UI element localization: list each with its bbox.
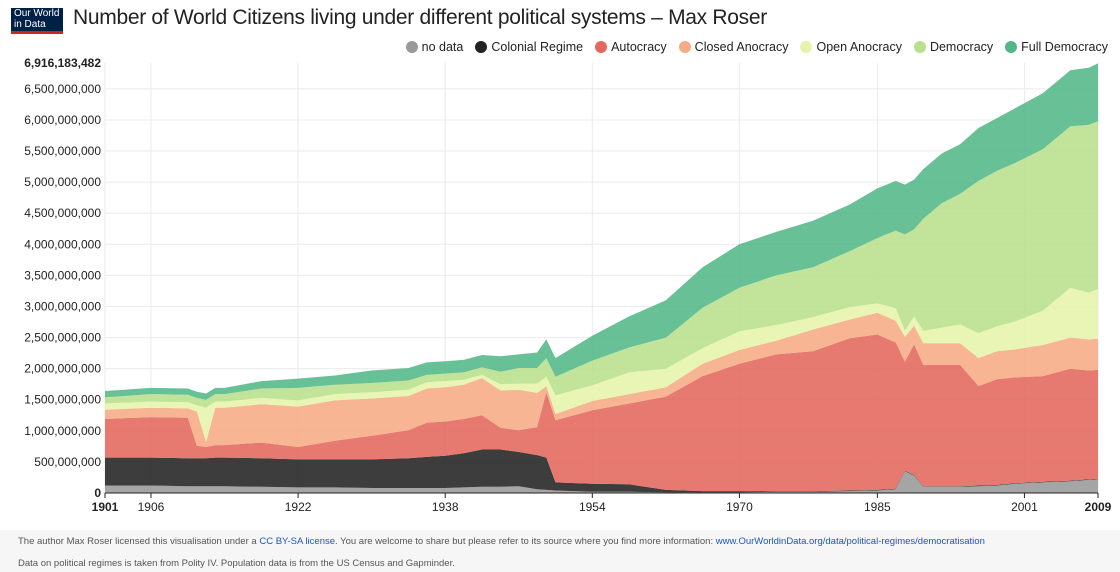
license-post-text: . You are welcome to share but please re… xyxy=(335,536,716,547)
series-area-autocracy xyxy=(105,334,1098,492)
series-area-no-data xyxy=(105,471,1098,493)
y-tick-label: 6,500,000,000 xyxy=(24,82,101,96)
owid-logo: Our World in Data xyxy=(11,8,63,34)
y-tick-label: 6,916,183,482 xyxy=(24,56,101,70)
legend-item[interactable]: Democracy xyxy=(913,40,994,54)
series-area-colonial-regime xyxy=(105,449,1098,493)
x-tick-label: 2009 xyxy=(1085,500,1112,514)
legend-label: Closed Anocracy xyxy=(694,40,789,54)
legend-label: Full Democracy xyxy=(1021,40,1108,54)
legend-item[interactable]: no data xyxy=(405,40,464,54)
x-tick-label: 2001 xyxy=(1011,500,1038,514)
y-tick-label: 5,000,000,000 xyxy=(24,175,101,189)
y-tick-label: 6,000,000,000 xyxy=(24,113,101,127)
data-source-note: Data on political regimes is taken from … xyxy=(18,558,455,569)
y-tick-label: 3,500,000,000 xyxy=(24,268,101,282)
legend-swatch xyxy=(595,41,608,53)
y-tick-label: 4,500,000,000 xyxy=(24,206,101,220)
legend-swatch xyxy=(1005,41,1018,53)
legend-swatch xyxy=(405,41,418,53)
area-chart: 0 500,000,000 1,000,000,000 1,500,000,000 2,… xyxy=(24,56,1112,514)
legend-label: Autocracy xyxy=(611,40,667,54)
footer-strip xyxy=(0,530,1120,572)
y-tick-label: 4,000,000,000 xyxy=(24,237,101,251)
legend-item[interactable]: Autocracy xyxy=(595,40,667,54)
logo-line-2: in Data xyxy=(14,19,46,30)
y-tick-label: 0 xyxy=(94,486,101,500)
legend-swatch xyxy=(800,41,813,53)
source-link[interactable]: www.OurWorldinData.org/data/political-re… xyxy=(715,536,985,547)
y-tick-label: 500,000,000 xyxy=(34,455,101,469)
y-tick-label: 1,000,000,000 xyxy=(24,424,101,438)
y-tick-label: 3,000,000,000 xyxy=(24,299,101,313)
y-tick-label: 2,500,000,000 xyxy=(24,331,101,345)
x-tick-label: 1906 xyxy=(138,500,165,514)
legend-label: Colonial Regime xyxy=(491,40,584,54)
legend-swatch xyxy=(913,41,926,53)
license-link[interactable]: CC BY-SA license xyxy=(259,536,336,547)
license-note: The author Max Roser licensed this visua… xyxy=(18,536,985,547)
y-tick-label: 5,500,000,000 xyxy=(24,144,101,158)
legend-swatch xyxy=(475,41,488,53)
legend-item[interactable]: Full Democracy xyxy=(1005,40,1108,54)
x-tick-label: 1985 xyxy=(864,500,891,514)
x-tick-label: 1922 xyxy=(285,500,312,514)
chart-title: Number of World Citizens living under di… xyxy=(73,6,767,29)
legend-label: Democracy xyxy=(929,40,994,54)
series-area-open-anocracy xyxy=(105,287,1098,442)
logo-line-1: Our World xyxy=(14,8,60,19)
chart-legend: no data Colonial Regime Autocracy Closed An… xyxy=(405,40,1108,54)
series-area-full-democracy xyxy=(105,63,1098,400)
x-tick-label: 1901 xyxy=(92,500,119,514)
legend-swatch xyxy=(678,41,691,53)
license-pre-text: The author Max Roser licensed this visua… xyxy=(18,536,260,547)
x-tick-label: 1938 xyxy=(432,500,459,514)
legend-item[interactable]: Closed Anocracy xyxy=(678,40,789,54)
legend-label: Open Anocracy xyxy=(816,40,902,54)
y-tick-label: 1,500,000,000 xyxy=(24,393,101,407)
legend-label: no data xyxy=(421,40,464,54)
series-area-closed-anocracy xyxy=(105,312,1098,447)
legend-item[interactable]: Colonial Regime xyxy=(475,40,583,54)
legend-item[interactable]: Open Anocracy xyxy=(800,40,902,54)
x-tick-label: 1954 xyxy=(579,500,606,514)
y-tick-label: 2,000,000,000 xyxy=(24,362,101,376)
series-area-democracy xyxy=(105,121,1098,408)
x-tick-label: 1970 xyxy=(726,500,753,514)
